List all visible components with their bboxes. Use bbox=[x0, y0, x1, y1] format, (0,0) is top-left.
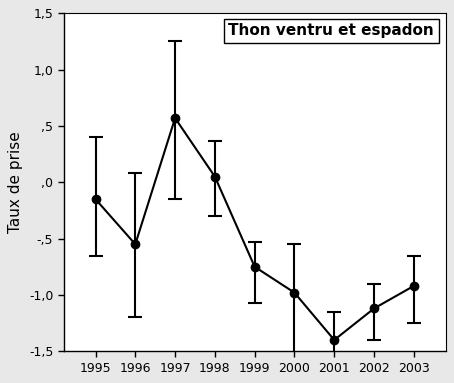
Y-axis label: Taux de prise: Taux de prise bbox=[8, 131, 23, 233]
Text: Thon ventru et espadon: Thon ventru et espadon bbox=[228, 23, 434, 38]
